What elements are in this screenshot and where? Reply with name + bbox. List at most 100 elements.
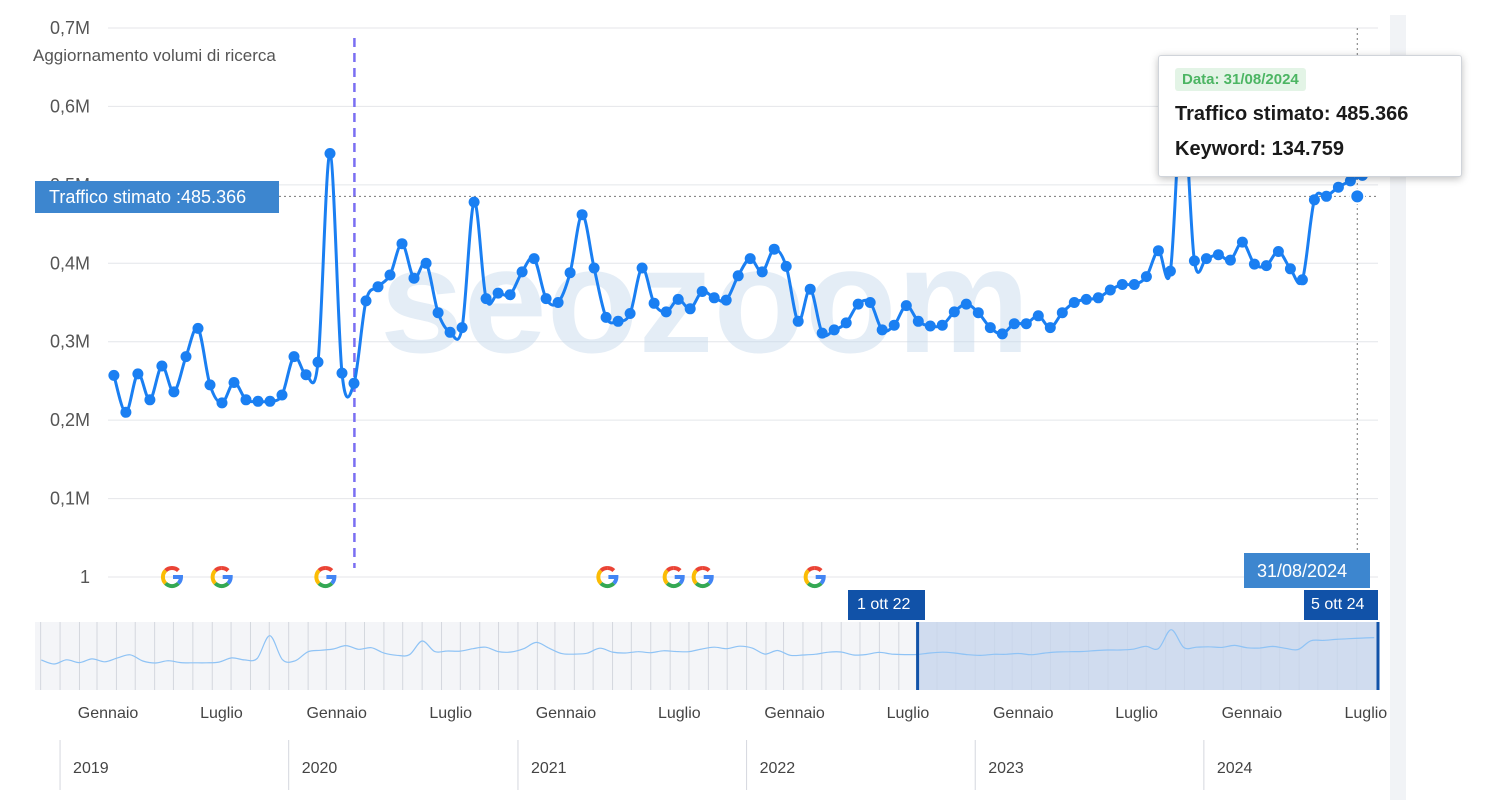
data-point[interactable] [1056,307,1068,319]
data-point[interactable] [420,257,432,269]
data-point[interactable] [396,238,408,250]
data-point[interactable] [804,283,816,295]
data-point[interactable] [1332,181,1344,193]
data-point[interactable] [132,368,144,380]
data-point[interactable] [192,322,204,334]
data-point[interactable] [504,289,516,301]
data-point[interactable] [348,377,360,389]
data-point[interactable] [1224,254,1236,266]
data-point[interactable] [600,311,612,323]
data-point[interactable] [432,307,444,319]
data-point[interactable] [924,320,936,332]
data-point[interactable] [996,328,1008,340]
google-icon[interactable] [691,566,714,589]
data-point[interactable] [444,326,456,338]
data-point[interactable] [1152,245,1164,257]
data-point[interactable] [1080,293,1092,305]
data-point[interactable] [840,317,852,329]
data-point[interactable] [1116,279,1128,290]
google-icon[interactable] [160,566,183,589]
navigator-selection[interactable] [917,622,1378,690]
data-point[interactable] [1020,318,1032,330]
data-point[interactable] [672,293,684,305]
data-point[interactable] [636,262,648,274]
data-point[interactable] [336,367,348,379]
data-point[interactable] [156,360,168,372]
data-point[interactable] [288,351,300,363]
data-point[interactable] [1092,292,1104,304]
data-point[interactable] [876,324,888,336]
google-icon[interactable] [210,566,233,589]
data-point[interactable] [1260,260,1272,272]
right-scroll-panel[interactable] [1390,15,1406,800]
data-point[interactable] [384,269,396,281]
data-point[interactable] [1248,258,1260,270]
navigator-end-flag[interactable]: 5 ott 24 [1304,590,1378,620]
data-point[interactable] [768,243,780,255]
data-point[interactable] [744,253,756,265]
data-point[interactable] [408,272,420,284]
series-layer[interactable] [108,93,1380,418]
data-point[interactable] [468,196,480,208]
data-point[interactable] [240,394,252,406]
data-point[interactable] [660,306,672,318]
data-point[interactable] [252,395,264,407]
data-point[interactable] [300,369,312,381]
data-point[interactable] [1104,284,1116,296]
data-point[interactable] [564,267,576,279]
data-point[interactable] [1032,310,1044,322]
data-point[interactable] [1296,274,1308,286]
data-point[interactable] [108,369,120,381]
data-point[interactable] [888,319,900,331]
data-point[interactable] [1344,175,1356,187]
data-point[interactable] [216,397,228,409]
data-point[interactable] [1044,322,1056,334]
data-point[interactable] [576,209,588,221]
google-icon[interactable] [803,566,826,589]
data-point[interactable] [960,298,972,310]
data-point[interactable] [648,297,660,309]
data-point[interactable] [696,286,708,297]
google-icon[interactable] [314,566,337,589]
data-point[interactable] [324,148,336,159]
highlighted-point[interactable] [1349,188,1366,205]
data-point[interactable] [1140,271,1152,283]
data-point[interactable] [1284,263,1296,275]
data-point[interactable] [1008,318,1020,330]
data-point[interactable] [456,322,468,334]
data-point[interactable] [228,377,240,388]
data-point[interactable] [540,293,552,305]
google-icon[interactable] [596,566,619,589]
data-point[interactable] [900,300,912,312]
data-point[interactable] [1272,246,1284,257]
data-point[interactable] [120,406,132,418]
data-point[interactable] [816,327,828,339]
data-point[interactable] [1164,265,1176,277]
data-point[interactable] [516,266,528,278]
data-point[interactable] [972,307,984,319]
data-point[interactable] [492,287,504,299]
data-point[interactable] [948,306,960,318]
data-point[interactable] [936,319,948,331]
data-point[interactable] [360,295,372,307]
data-point[interactable] [180,351,192,363]
data-point[interactable] [1308,194,1320,206]
data-point[interactable] [204,379,216,391]
data-point[interactable] [372,281,384,293]
navigator-start-flag[interactable]: 1 ott 22 [848,590,925,620]
data-point[interactable] [612,315,624,327]
data-point[interactable] [708,292,720,304]
data-point[interactable] [624,308,636,319]
data-point[interactable] [1212,249,1224,261]
data-point[interactable] [528,253,540,265]
data-point[interactable] [852,298,864,310]
data-point[interactable] [984,322,996,334]
data-point[interactable] [1320,190,1332,202]
data-point[interactable] [780,260,792,272]
data-point[interactable] [552,297,564,308]
data-point[interactable] [1128,279,1140,290]
data-point[interactable] [828,324,840,336]
data-point[interactable] [720,294,732,306]
data-point[interactable] [588,262,600,274]
data-point[interactable] [264,395,276,407]
